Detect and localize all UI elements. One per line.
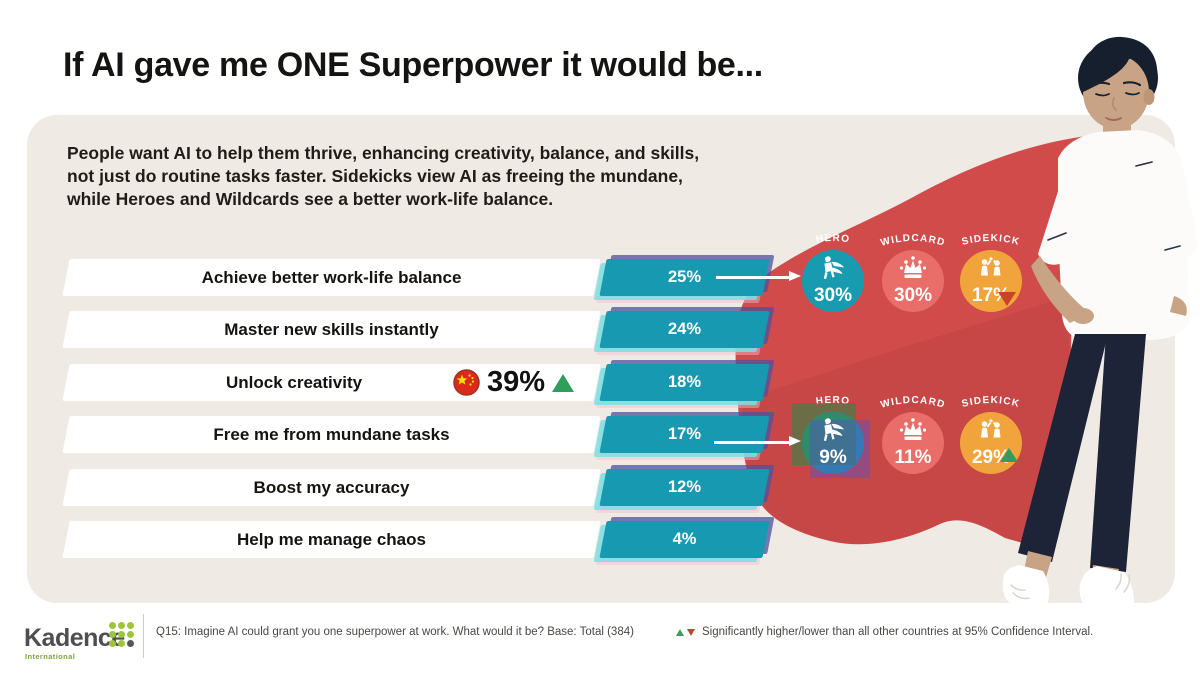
china-value: 39% bbox=[487, 366, 546, 398]
intro-paragraph: People want AI to help them thrive, enha… bbox=[67, 143, 700, 210]
bar-row: Free me from mundane tasks bbox=[62, 416, 601, 453]
kadence-logo-subtitle: International bbox=[25, 652, 76, 661]
bar-value: 24% bbox=[667, 320, 702, 338]
persona-circle-wildcard-top: 30% bbox=[882, 250, 944, 312]
svg-text:SIDEKICK: SIDEKICK bbox=[961, 395, 1021, 410]
down-triangle-icon bbox=[998, 292, 1016, 306]
bar-value: 18% bbox=[667, 373, 702, 391]
arrow-to-top-personas bbox=[716, 271, 801, 281]
survey-question-note: Q15: Imagine AI could grant you one supe… bbox=[156, 626, 634, 638]
crown-icon bbox=[899, 418, 927, 440]
persona-label-hero: HERO bbox=[815, 233, 851, 245]
svg-text:WILDCARD: WILDCARD bbox=[879, 395, 946, 411]
hero-icon bbox=[823, 256, 844, 279]
bar-row: Achieve better work-life balance bbox=[62, 259, 601, 296]
persona-circle-sidekick-bottom: 29% bbox=[960, 412, 1022, 474]
cape-and-person-illustration bbox=[735, 36, 1198, 613]
bar-value-chip: 12% bbox=[599, 469, 770, 506]
bar-value-chip: 18% bbox=[599, 364, 770, 401]
bar-value-chip: 4% bbox=[599, 521, 770, 558]
sidekick-icon bbox=[981, 257, 1001, 276]
up-triangle-icon bbox=[676, 628, 684, 636]
persona-circle-hero-bottom: 9% bbox=[792, 403, 870, 478]
bar-value-chip: 25% bbox=[599, 259, 770, 296]
svg-text:WILDCARD: WILDCARD bbox=[879, 233, 946, 249]
bar-label: Unlock creativity bbox=[226, 372, 363, 392]
bar-value: 4% bbox=[672, 530, 697, 548]
bar-row: Help me manage chaos bbox=[62, 521, 601, 558]
persona-value: 9% bbox=[819, 447, 847, 468]
bar-row: Unlock creativity bbox=[62, 364, 601, 401]
svg-text:SIDEKICK: SIDEKICK bbox=[961, 233, 1021, 248]
bar-value: 12% bbox=[667, 478, 702, 496]
up-triangle-icon bbox=[1000, 448, 1018, 462]
bar-value: 25% bbox=[667, 268, 702, 286]
significance-note: Significantly higher/lower than all othe… bbox=[676, 626, 1093, 638]
bar-label: Master new skills instantly bbox=[224, 319, 439, 339]
bar-row: Boost my accuracy bbox=[62, 469, 601, 506]
kadence-dots-icon bbox=[109, 622, 135, 648]
persona-label-sidekick: SIDEKICK bbox=[961, 395, 1021, 410]
svg-text:HERO: HERO bbox=[815, 233, 851, 245]
kadence-logo: Kadence bbox=[24, 624, 125, 652]
persona-value: 30% bbox=[813, 285, 853, 306]
china-flag-icon bbox=[453, 369, 480, 396]
sidekick-icon bbox=[981, 419, 1001, 438]
china-annotation: 39% bbox=[453, 364, 575, 401]
crown-icon bbox=[899, 256, 927, 278]
persona-label-sidekick: SIDEKICK bbox=[961, 233, 1021, 248]
persona-label-wildcard: WILDCARD bbox=[879, 395, 946, 411]
bar-value-chip: 17% bbox=[599, 416, 770, 453]
bar-value: 17% bbox=[667, 425, 702, 443]
persona-circle-wildcard-bottom: 11% bbox=[882, 412, 944, 474]
bar-label: Achieve better work-life balance bbox=[201, 267, 462, 287]
person-illustration bbox=[1002, 36, 1198, 613]
up-triangle-icon bbox=[552, 373, 575, 392]
footer-divider bbox=[143, 614, 144, 658]
page-title: If AI gave me ONE Superpower it would be… bbox=[63, 46, 763, 84]
persona-value: 30% bbox=[893, 285, 933, 306]
significance-text: Significantly higher/lower than all othe… bbox=[702, 626, 1094, 638]
bar-label: Free me from mundane tasks bbox=[213, 424, 450, 444]
persona-circle-hero-top: 30% bbox=[802, 250, 864, 312]
bar-value-chip: 24% bbox=[599, 311, 770, 348]
bar-row: Master new skills instantly bbox=[62, 311, 601, 348]
bar-label: Help me manage chaos bbox=[237, 529, 426, 549]
bar-label: Boost my accuracy bbox=[253, 477, 410, 497]
persona-value: 11% bbox=[894, 447, 932, 468]
persona-label-wildcard: WILDCARD bbox=[879, 233, 946, 249]
hero-icon bbox=[823, 418, 844, 441]
down-triangle-icon bbox=[687, 628, 695, 636]
arrow-to-bottom-personas bbox=[714, 436, 801, 446]
